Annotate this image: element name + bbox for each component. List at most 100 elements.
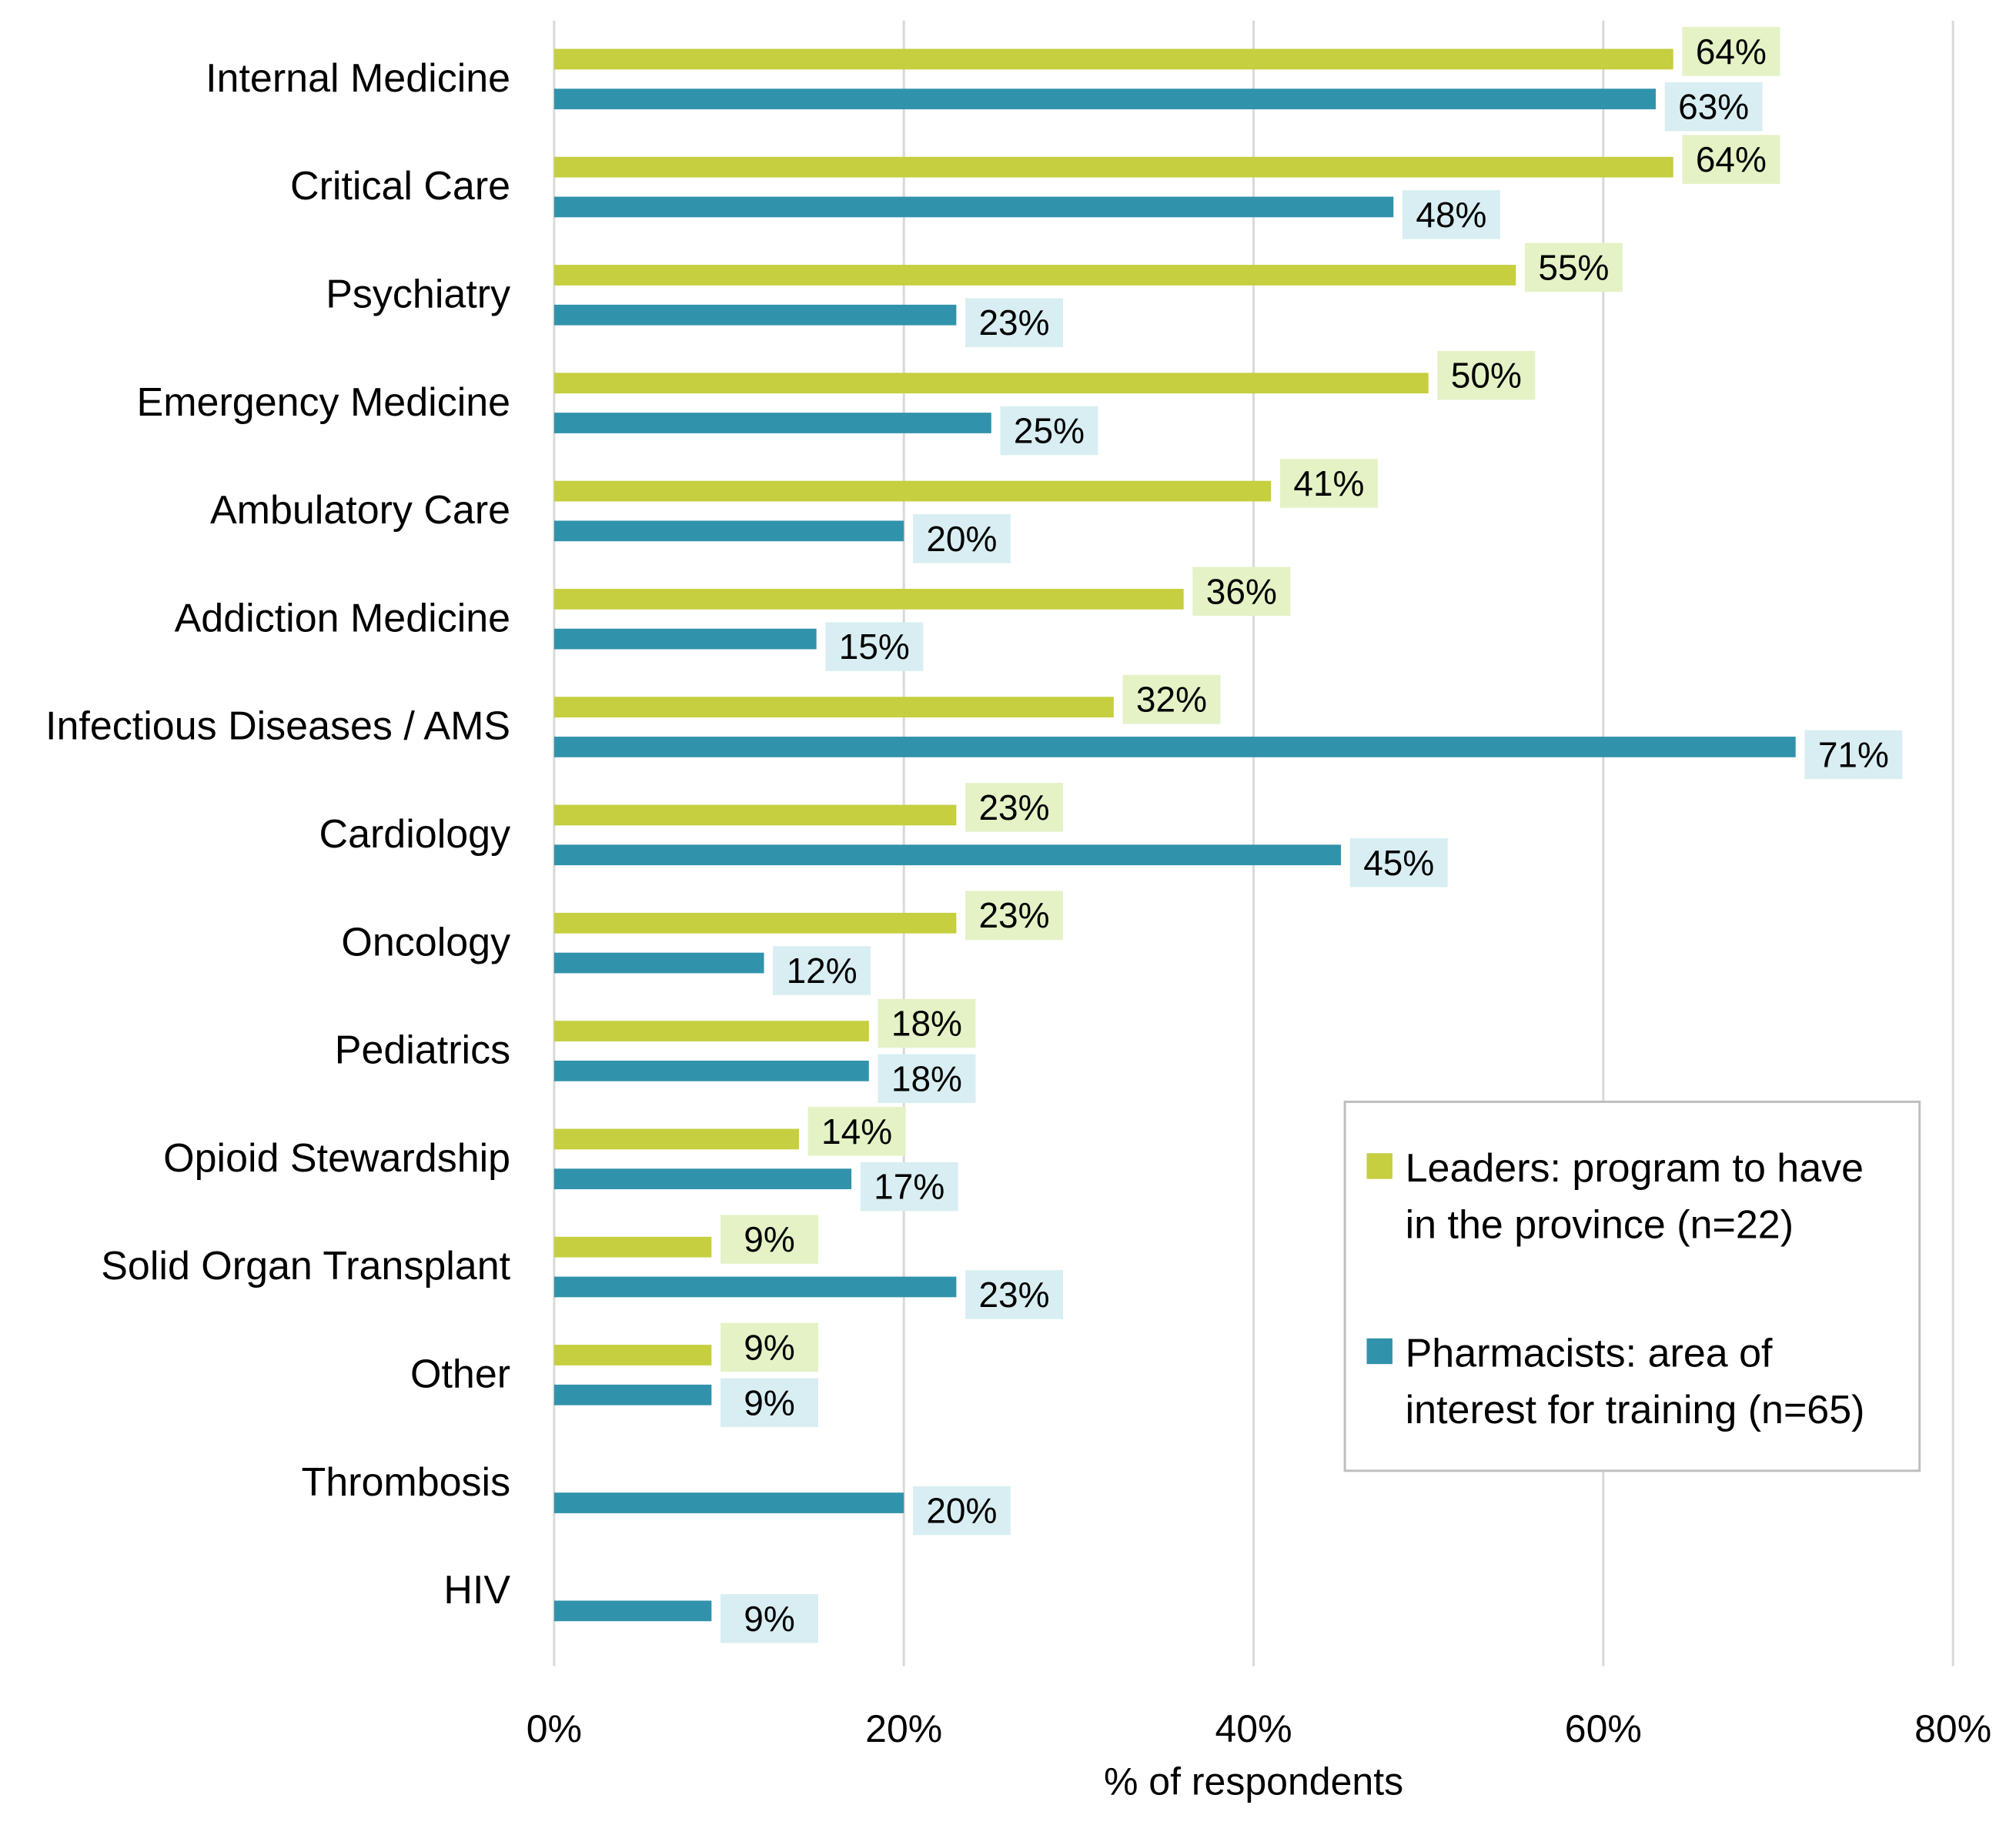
data-label-background xyxy=(1437,350,1536,400)
leaders-bar xyxy=(553,265,1516,286)
legend-label: Pharmacists: area of xyxy=(1406,1332,1773,1376)
pharmacists-bar xyxy=(553,952,764,974)
category-label: Thrombosis xyxy=(301,1460,510,1505)
category-label: Ambulatory Care xyxy=(210,488,510,533)
legend-box xyxy=(1343,1100,1921,1472)
x-tick-label: 0% xyxy=(527,1707,582,1750)
legend-label: Leaders: program to have xyxy=(1406,1146,1864,1191)
data-label-background xyxy=(878,998,976,1048)
pharmacists-bar xyxy=(553,1600,712,1622)
category-label: HIV xyxy=(443,1568,510,1613)
data-label-background xyxy=(825,622,924,671)
pharmacists-bar xyxy=(553,196,1394,218)
data-label: 32% xyxy=(1136,680,1207,720)
category-label: Critical Care xyxy=(290,164,510,209)
data-label: 25% xyxy=(1014,411,1085,451)
legend-label: in the province (n=22) xyxy=(1406,1202,1794,1247)
data-label: 9% xyxy=(744,1599,794,1639)
category-labels: Internal Medicine Critical Care Psychiatry… xyxy=(45,56,511,1613)
category-label: Solid Organ Transplant xyxy=(101,1244,510,1289)
category-label: Opioid Stewardship xyxy=(163,1136,510,1181)
pharmacists-bar xyxy=(553,1384,712,1406)
data-label: 20% xyxy=(926,1491,997,1531)
data-label-background xyxy=(1122,674,1221,724)
data-label: 48% xyxy=(1416,195,1486,235)
x-tick-label: 40% xyxy=(1215,1707,1292,1750)
data-label: 64% xyxy=(1696,139,1767,179)
data-label: 9% xyxy=(744,1327,794,1367)
x-tick-labels: 0% 20% 40% 60% 80% xyxy=(527,1707,1991,1750)
leaders-bar xyxy=(553,1021,869,1041)
leaders-bar xyxy=(553,480,1272,502)
pharmacists-bar xyxy=(553,844,1342,866)
category-label: Cardiology xyxy=(319,812,511,857)
data-label-background xyxy=(1402,190,1500,239)
x-tick-label: 20% xyxy=(865,1707,942,1750)
data-label-background xyxy=(807,1107,906,1156)
data-label: 9% xyxy=(744,1382,794,1422)
data-label-background xyxy=(1524,242,1623,292)
x-tick-label: 60% xyxy=(1565,1707,1642,1750)
data-label: 12% xyxy=(787,951,858,991)
leaders-bar xyxy=(553,588,1184,610)
data-label-background xyxy=(965,298,1063,347)
data-label-background xyxy=(1804,730,1903,780)
data-label-background xyxy=(1664,82,1763,132)
category-label: Emergency Medicine xyxy=(137,380,511,425)
data-label: 18% xyxy=(891,1004,962,1044)
data-labels: 64% 63% 64% 48% 55% 23% 50% 25% 41% 20% 36% 15% 32% 7… xyxy=(720,27,1903,1643)
data-label: 23% xyxy=(978,1275,1049,1315)
data-label: 50% xyxy=(1451,356,1522,396)
data-label-background xyxy=(1682,135,1780,184)
legend: Leaders: program to have in the province … xyxy=(1343,1100,1921,1472)
data-label: 36% xyxy=(1206,571,1277,611)
leaders-bar xyxy=(553,1345,712,1365)
bars xyxy=(553,48,1796,1622)
data-label-background xyxy=(1682,27,1780,76)
data-label-background xyxy=(965,783,1063,832)
data-label: 23% xyxy=(978,787,1049,827)
pharmacists-legend-swatch xyxy=(1366,1338,1392,1365)
legend-label: interest for training (n=65) xyxy=(1406,1388,1865,1432)
pharmacists-bar xyxy=(553,737,1796,757)
pharmacists-bar xyxy=(553,413,991,433)
leaders-bar xyxy=(553,373,1429,394)
data-label: 71% xyxy=(1818,734,1889,774)
data-label-background xyxy=(1192,567,1291,617)
x-tick-label: 80% xyxy=(1914,1707,1991,1750)
data-label-background xyxy=(912,1486,1011,1536)
category-label: Addiction Medicine xyxy=(175,596,510,640)
pharmacists-bar xyxy=(553,628,817,650)
category-label: Pediatrics xyxy=(335,1028,510,1073)
category-label: Infectious Diseases / AMS xyxy=(45,704,510,749)
data-label: 23% xyxy=(978,895,1049,935)
leaders-bar xyxy=(553,697,1114,718)
pharmacists-bar xyxy=(553,1276,957,1298)
data-label-background xyxy=(1000,406,1098,456)
data-label: 41% xyxy=(1293,463,1364,503)
category-label: Internal Medicine xyxy=(206,56,510,101)
data-label: 18% xyxy=(891,1058,962,1098)
pharmacists-bar xyxy=(553,89,1656,109)
leaders-bar xyxy=(553,912,957,934)
leaders-bar xyxy=(553,48,1673,70)
data-label: 15% xyxy=(839,627,910,667)
data-label-background xyxy=(965,1270,1063,1319)
data-label-background xyxy=(965,891,1063,940)
data-label: 64% xyxy=(1696,32,1767,72)
data-label-background xyxy=(1349,838,1448,887)
data-label: 17% xyxy=(874,1167,944,1207)
leaders-legend-swatch xyxy=(1366,1153,1392,1179)
leaders-bar xyxy=(553,804,957,826)
data-label: 20% xyxy=(926,519,997,559)
data-label: 55% xyxy=(1538,247,1609,287)
leaders-bar xyxy=(553,1128,799,1150)
data-label-background xyxy=(720,1215,818,1264)
data-label-background xyxy=(720,1378,818,1428)
data-label: 14% xyxy=(821,1111,892,1151)
pharmacists-bar xyxy=(553,1168,852,1190)
data-label-background xyxy=(860,1162,958,1212)
category-label: Oncology xyxy=(341,920,510,964)
pharmacists-bar xyxy=(553,1060,869,1081)
pharmacists-bar xyxy=(553,520,904,542)
